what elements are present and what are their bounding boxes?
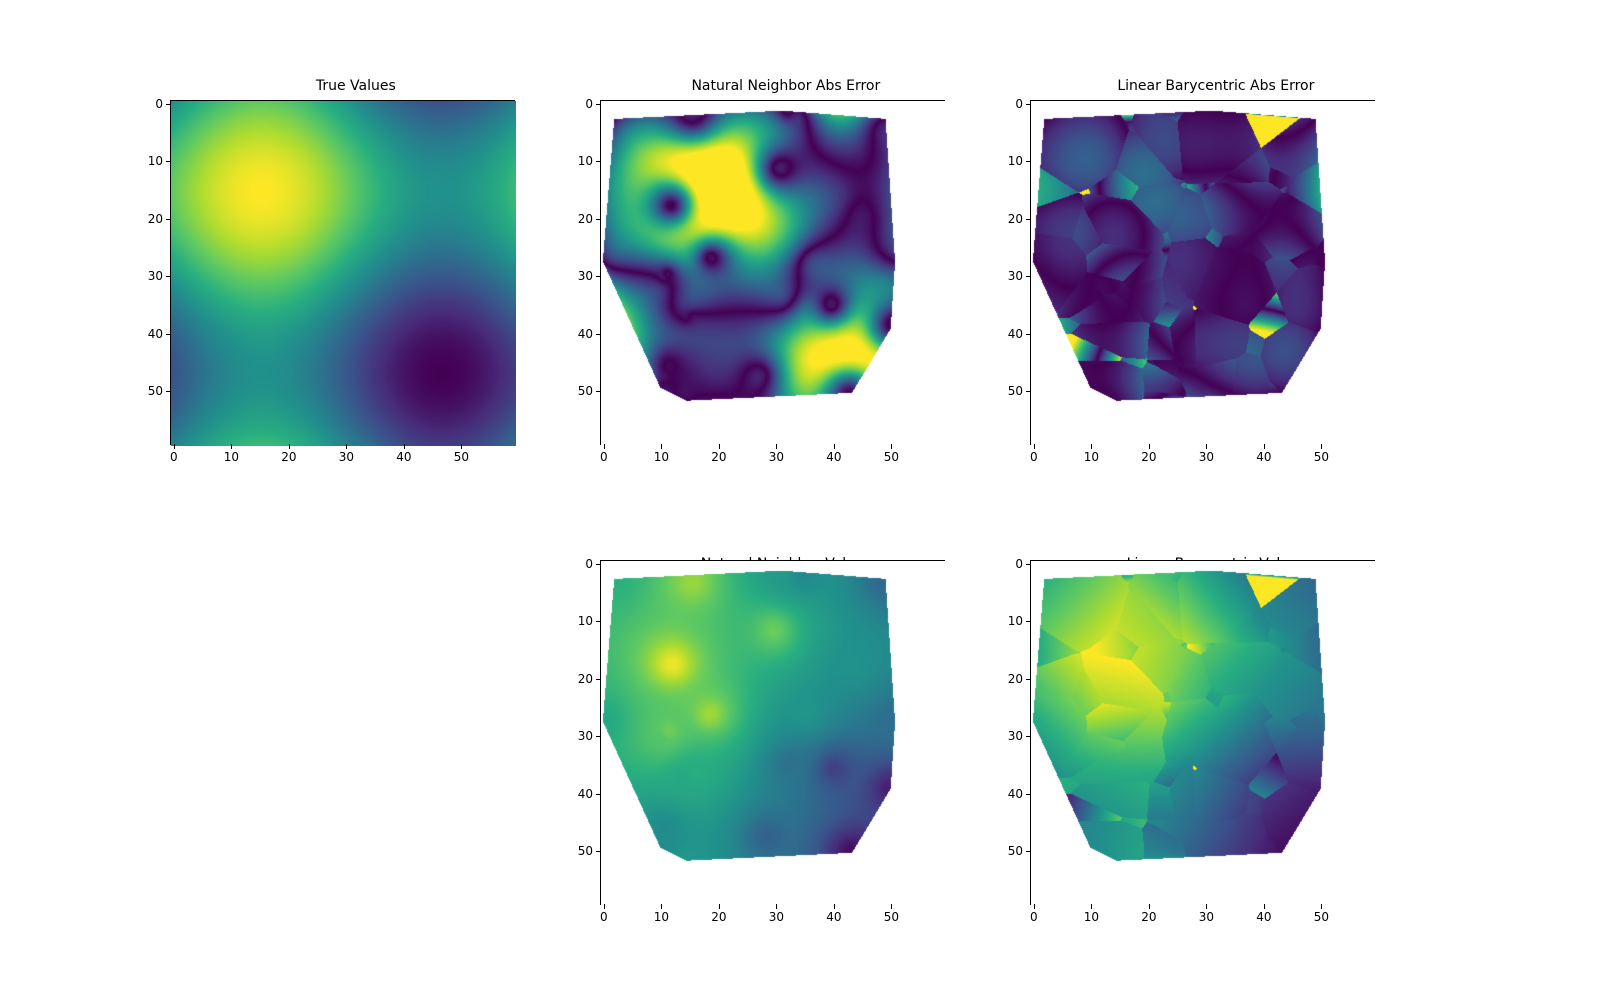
ytick-label: 40 — [1008, 787, 1023, 801]
xtick-label: 30 — [769, 450, 784, 464]
subplot-nn-values: Natural Neighbor Values 0102030405001020… — [600, 560, 945, 905]
ytick-label: 50 — [148, 384, 163, 398]
xtick-label: 30 — [339, 450, 354, 464]
plot-area: 0102030405001020304050 — [600, 560, 945, 905]
xtick-label: 10 — [1084, 910, 1099, 924]
xtick-label: 40 — [396, 450, 411, 464]
ytick-label: 50 — [1008, 384, 1023, 398]
ytick-label: 30 — [578, 269, 593, 283]
ytick-label: 20 — [578, 212, 593, 226]
xtick-label: 50 — [1314, 910, 1329, 924]
heatmap-canvas — [1031, 561, 1376, 906]
xtick-label: 0 — [600, 450, 608, 464]
xtick-label: 10 — [1084, 450, 1099, 464]
xtick-label: 50 — [454, 450, 469, 464]
ytick-label: 40 — [148, 327, 163, 341]
ytick-label: 20 — [148, 212, 163, 226]
plot-area: 0102030405001020304050 — [1030, 100, 1375, 445]
xtick-label: 40 — [826, 910, 841, 924]
heatmap-canvas — [1031, 101, 1376, 446]
ytick-label: 40 — [578, 787, 593, 801]
subplot-empty — [170, 560, 515, 905]
plot-area: 0102030405001020304050 — [170, 100, 515, 445]
ytick-label: 10 — [148, 154, 163, 168]
subplot-lb-values: Linear Barycentric Values 01020304050010… — [1030, 560, 1375, 905]
xtick-label: 50 — [884, 910, 899, 924]
ytick-label: 0 — [1015, 557, 1023, 571]
xtick-label: 20 — [711, 450, 726, 464]
ytick-label: 0 — [585, 557, 593, 571]
xtick-label: 40 — [826, 450, 841, 464]
xtick-label: 40 — [1256, 450, 1271, 464]
ytick-label: 20 — [1008, 212, 1023, 226]
xtick-label: 10 — [654, 450, 669, 464]
ytick-label: 20 — [578, 672, 593, 686]
ytick-label: 0 — [155, 97, 163, 111]
ytick-label: 30 — [1008, 729, 1023, 743]
figure: True Values sin(y/10) + sin(x/10) 010203… — [0, 0, 1600, 1000]
xtick-label: 20 — [1141, 910, 1156, 924]
ytick-label: 20 — [1008, 672, 1023, 686]
ytick-label: 0 — [1015, 97, 1023, 111]
plot-area: 0102030405001020304050 — [1030, 560, 1375, 905]
ytick-label: 50 — [578, 384, 593, 398]
heatmap-canvas — [601, 101, 946, 446]
xtick-label: 30 — [1199, 450, 1214, 464]
ytick-label: 30 — [148, 269, 163, 283]
subplot-nn-error: Natural Neighbor Abs Error (Mean=0.17, S… — [600, 100, 945, 445]
xtick-label: 20 — [281, 450, 296, 464]
heatmap-canvas — [601, 561, 946, 906]
xtick-label: 0 — [170, 450, 178, 464]
xtick-label: 10 — [654, 910, 669, 924]
xtick-label: 30 — [1199, 910, 1214, 924]
ytick-label: 10 — [1008, 154, 1023, 168]
xtick-label: 20 — [1141, 450, 1156, 464]
xtick-label: 10 — [224, 450, 239, 464]
ytick-label: 50 — [1008, 844, 1023, 858]
ytick-label: 30 — [1008, 269, 1023, 283]
xtick-label: 30 — [769, 910, 784, 924]
ytick-label: 40 — [578, 327, 593, 341]
xtick-label: 0 — [1030, 450, 1038, 464]
xtick-label: 0 — [1030, 910, 1038, 924]
ytick-label: 10 — [578, 154, 593, 168]
xtick-label: 50 — [884, 450, 899, 464]
subplot-lb-error: Linear Barycentric Abs Error (Mean=0.17,… — [1030, 100, 1375, 445]
heatmap-canvas — [171, 101, 516, 446]
ytick-label: 10 — [578, 614, 593, 628]
ytick-label: 50 — [578, 844, 593, 858]
xtick-label: 50 — [1314, 450, 1329, 464]
xtick-label: 20 — [711, 910, 726, 924]
ytick-label: 10 — [1008, 614, 1023, 628]
plot-area: 0102030405001020304050 — [600, 100, 945, 445]
ytick-label: 30 — [578, 729, 593, 743]
subplot-true-values: True Values sin(y/10) + sin(x/10) 010203… — [170, 100, 515, 445]
xtick-label: 40 — [1256, 910, 1271, 924]
ytick-label: 40 — [1008, 327, 1023, 341]
ytick-label: 0 — [585, 97, 593, 111]
xtick-label: 0 — [600, 910, 608, 924]
